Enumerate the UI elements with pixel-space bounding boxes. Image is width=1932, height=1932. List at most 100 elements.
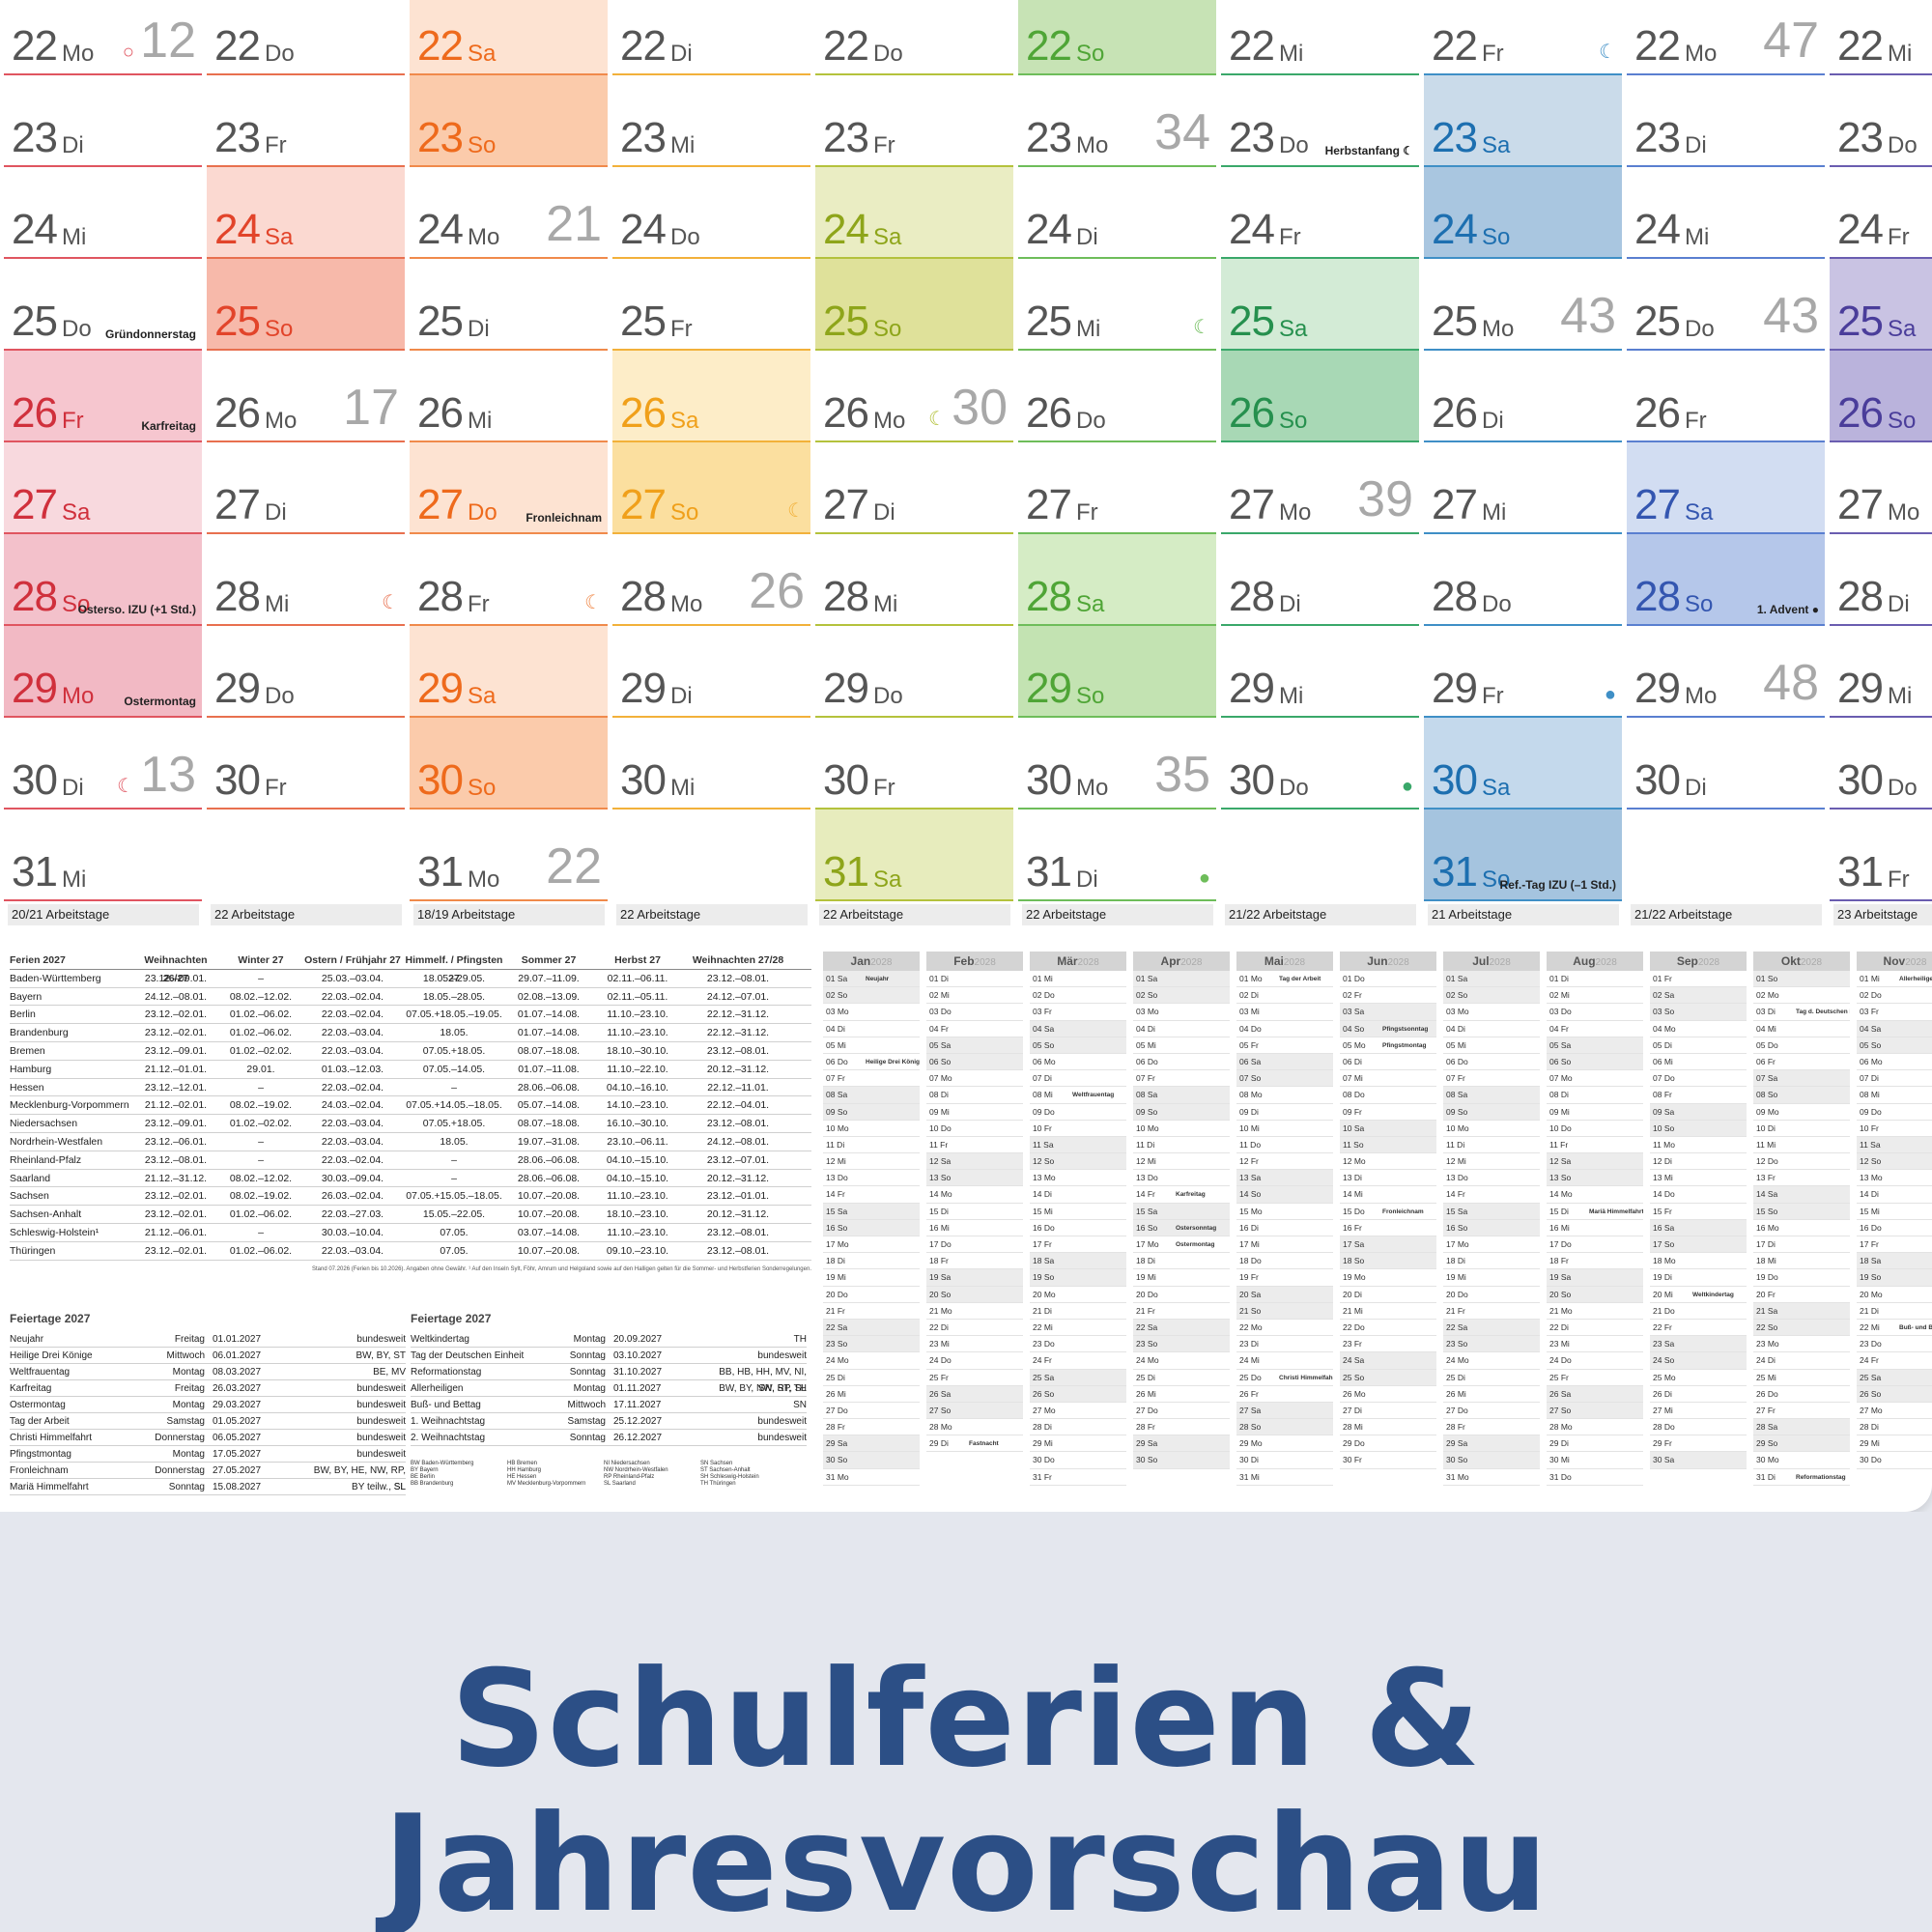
holiday-row: Buß- und Bettag Mittwoch 17.11.2027 SN bbox=[411, 1397, 807, 1413]
holiday-cell: 01.01.2027 bbox=[213, 1334, 262, 1345]
weekday: Mi bbox=[670, 775, 696, 801]
preview-day: 01 So bbox=[1753, 971, 1850, 988]
preview-day: 24 Do bbox=[1547, 1352, 1643, 1370]
preview-day-label: 05 Do bbox=[1756, 1039, 1778, 1050]
month-year: 2028 bbox=[1697, 957, 1720, 968]
month-name: Okt bbox=[1780, 954, 1801, 968]
preview-day: 22 Mi bbox=[1030, 1320, 1126, 1337]
preview-day-label: 22 Mi bbox=[1860, 1321, 1880, 1332]
day-number: 31 bbox=[823, 848, 869, 895]
day-number: 29 bbox=[12, 665, 58, 712]
preview-day: 24 Mo bbox=[1443, 1352, 1540, 1370]
day-cell: 24 Fr bbox=[1221, 167, 1419, 259]
day-number: 23 bbox=[1432, 114, 1478, 161]
table-cell: Hamburg bbox=[10, 1063, 52, 1075]
holiday-cell: 29.03.2027 bbox=[213, 1400, 262, 1410]
preview-day: 27 So bbox=[1547, 1402, 1643, 1420]
preview-day: 24 Do bbox=[926, 1352, 1023, 1370]
preview-day: 12 So bbox=[1030, 1153, 1126, 1171]
preview-day: 01 Fr bbox=[1650, 971, 1747, 988]
day-number: 27 bbox=[417, 481, 464, 528]
day-number: 24 bbox=[1432, 206, 1478, 253]
day-cell: 23 Di bbox=[4, 75, 202, 167]
preview-day-note: Pfingstmontag bbox=[1382, 1041, 1427, 1049]
preview-day-label: 11 Di bbox=[1446, 1139, 1465, 1150]
moon-phase-icon: ☾ bbox=[787, 500, 805, 522]
preview-day: 22 Do bbox=[1340, 1320, 1436, 1337]
preview-day: 23 Di bbox=[1236, 1336, 1333, 1353]
preview-day-label: 26 Do bbox=[1756, 1388, 1778, 1399]
day-cell: 26 Mo 30 ☾ bbox=[815, 351, 1013, 442]
weekday: Fr bbox=[265, 775, 287, 801]
preview-day: 07 Do bbox=[1650, 1070, 1747, 1088]
preview-month: Sep2028 01 Fr 02 Sa 03 So 04 Mo 05 Di 06 Mi 07 … bbox=[1650, 952, 1747, 1469]
day-cell: 30 Sa bbox=[1424, 718, 1622, 810]
preview-day-label: 21 So bbox=[1239, 1305, 1262, 1316]
preview-day-label: 30 So bbox=[826, 1455, 848, 1465]
preview-day: 07 Mo bbox=[1547, 1070, 1643, 1088]
preview-day-label: 14 Mo bbox=[1549, 1189, 1573, 1200]
day-cell: 31 So Ref.-Tag IZU (–1 Std.) bbox=[1424, 810, 1622, 901]
preview-day-label: 25 Di bbox=[1136, 1372, 1155, 1382]
preview-day-label: 04 Sa bbox=[1033, 1023, 1055, 1034]
day-cell: 31 Sa bbox=[815, 810, 1013, 901]
day-cell: 29 Mi bbox=[1221, 626, 1419, 718]
preview-day: 28 So bbox=[1236, 1419, 1333, 1436]
preview-day-label: 17 Fr bbox=[1033, 1239, 1052, 1249]
preview-day-label: 27 Mi bbox=[1653, 1405, 1673, 1415]
holiday-cell: 08.03.2027 bbox=[213, 1367, 262, 1378]
preview-day-label: 27 Mo bbox=[1860, 1405, 1883, 1415]
day-number: 28 bbox=[1026, 573, 1072, 620]
preview-day-label: 02 Mi bbox=[1549, 990, 1570, 1001]
preview-day: 24 Mo bbox=[823, 1352, 920, 1370]
preview-day-label: 25 Mi bbox=[1756, 1372, 1776, 1382]
table-cell: 07.05.+15.05.–18.05. bbox=[406, 1190, 502, 1203]
table-cell: 14.10.–23.10. bbox=[606, 1099, 669, 1112]
preview-day: 28 Di bbox=[1030, 1419, 1126, 1436]
holiday-cell: Samstag bbox=[166, 1416, 205, 1427]
day-cell: 27 Fr bbox=[1018, 442, 1216, 534]
preview-day: 30 Di bbox=[1236, 1452, 1333, 1469]
holiday-cell: 15.08.2027 bbox=[213, 1482, 262, 1492]
preview-day: 30 Sa bbox=[1650, 1452, 1747, 1469]
preview-day: 18 Fr bbox=[1547, 1253, 1643, 1270]
preview-day-label: 15 Mo bbox=[1239, 1206, 1263, 1216]
day-cell: 27 Do Fronleichnam bbox=[410, 442, 608, 534]
table-cell: 20.12.–31.12. bbox=[706, 1172, 770, 1184]
preview-day: 02 Mi bbox=[1547, 987, 1643, 1005]
weekday: Di bbox=[1076, 867, 1098, 893]
holiday-cell: bundesweit bbox=[356, 1383, 406, 1394]
preview-day: 27 Sa bbox=[1236, 1402, 1333, 1420]
day-cell: 28 Mi bbox=[815, 534, 1013, 626]
table-cell: 23.12.–06.01. bbox=[144, 1135, 208, 1148]
table-row: Nordrhein-Westfalen 23.12.–06.01. – 22.03.–… bbox=[10, 1133, 811, 1151]
table-row: Hamburg 21.12.–01.01. 29.01. 01.03.–12.03. 0… bbox=[10, 1061, 811, 1079]
preview-day-label: 08 Mi bbox=[1860, 1090, 1880, 1100]
day-cell: 29 Do bbox=[815, 626, 1013, 718]
preview-day: 22 Di bbox=[926, 1320, 1023, 1337]
month-column: 22 Do 23 Fr 24 Sa 25 So 26 Mo 30 ☾ 27 Di 28 Mi 29 Do 30 Fr 3… bbox=[815, 0, 1013, 927]
table-cell: 22.03.–02.04. bbox=[321, 1009, 384, 1021]
preview-day-label: 02 Mo bbox=[1756, 990, 1779, 1001]
preview-day: 16 So Ostersonntag bbox=[1133, 1219, 1230, 1236]
month-year: 2028 bbox=[1489, 957, 1511, 968]
preview-day-label: 22 Sa bbox=[826, 1321, 848, 1332]
preview-day: 19 Di bbox=[1650, 1269, 1747, 1287]
preview-day-label: 31 Mo bbox=[1446, 1471, 1469, 1482]
preview-day-label: 11 Di bbox=[826, 1139, 845, 1150]
preview-day-label: 01 Do bbox=[1343, 974, 1365, 983]
day-number: 30 bbox=[1634, 756, 1681, 804]
table-cell: 15.05.–22.05. bbox=[422, 1208, 486, 1221]
preview-day: 14 Mi bbox=[1340, 1186, 1436, 1204]
legend-entry: HE Hessen bbox=[507, 1474, 537, 1480]
table-cell: 07.05.+18.05.–19.05. bbox=[406, 1009, 502, 1021]
table-cell: Brandenburg bbox=[10, 1027, 69, 1039]
legend-entry: HB Bremen bbox=[507, 1461, 538, 1466]
preview-day: 22 Sa bbox=[1443, 1319, 1540, 1337]
preview-day: 14 Fr bbox=[1443, 1186, 1540, 1204]
preview-day-label: 29 Mi bbox=[1860, 1438, 1880, 1449]
preview-day-label: 12 Mi bbox=[1136, 1156, 1156, 1167]
weekday: Fr bbox=[1076, 499, 1098, 526]
day-number: 22 bbox=[1026, 22, 1072, 70]
day-number: 26 bbox=[1432, 389, 1478, 437]
